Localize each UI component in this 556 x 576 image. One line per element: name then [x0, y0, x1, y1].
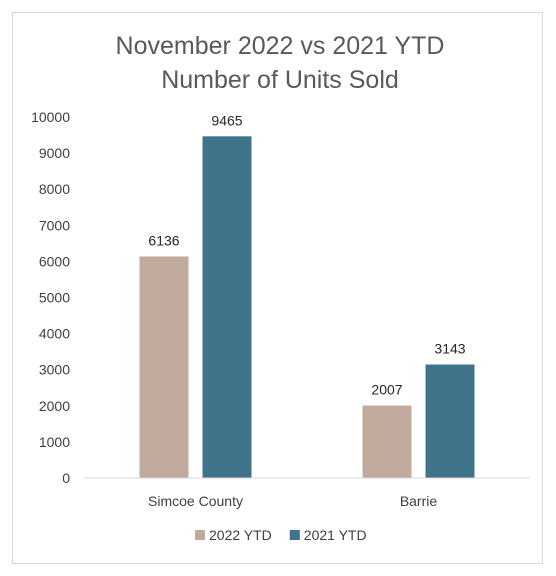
data-label: 3143	[434, 341, 465, 357]
bar	[202, 136, 252, 478]
legend-label: 2022 YTD	[209, 527, 272, 543]
y-tick-label: 10000	[31, 109, 70, 125]
y-axis: 0 1000 2000 3000 4000 5000 6000 7000 8000 9000 100…	[31, 109, 70, 486]
y-tick-label: 4000	[39, 326, 70, 342]
y-tick-label: 9000	[39, 145, 70, 161]
legend-swatch	[289, 530, 300, 540]
y-tick-label: 2000	[39, 398, 70, 414]
x-axis: Simcoe County Barrie	[84, 477, 530, 509]
data-label: 2007	[371, 382, 402, 398]
data-labels: 6136 9465 2007 3143	[148, 112, 465, 397]
y-tick-label: 0	[62, 470, 70, 486]
y-tick-label: 3000	[39, 362, 70, 378]
data-label: 9465	[211, 112, 242, 128]
chart-subtitle: Number of Units Sold	[161, 66, 399, 94]
bar	[139, 256, 189, 478]
bar	[362, 405, 412, 478]
bars	[139, 136, 475, 478]
bar	[425, 364, 475, 478]
chart-title: November 2022 vs 2021 YTD	[116, 32, 445, 60]
y-tick-label: 8000	[39, 181, 70, 197]
legend-swatch	[195, 530, 205, 540]
legend: 2022 YTD 2021 YTD	[195, 527, 367, 543]
y-tick-label: 6000	[39, 253, 70, 269]
category-label: Simcoe County	[148, 493, 243, 509]
category-label: Barrie	[400, 493, 438, 509]
y-tick-label: 7000	[39, 217, 70, 233]
legend-label: 2021 YTD	[304, 527, 367, 543]
y-tick-label: 1000	[39, 434, 70, 450]
y-tick-label: 5000	[39, 290, 70, 306]
data-label: 6136	[148, 232, 179, 248]
